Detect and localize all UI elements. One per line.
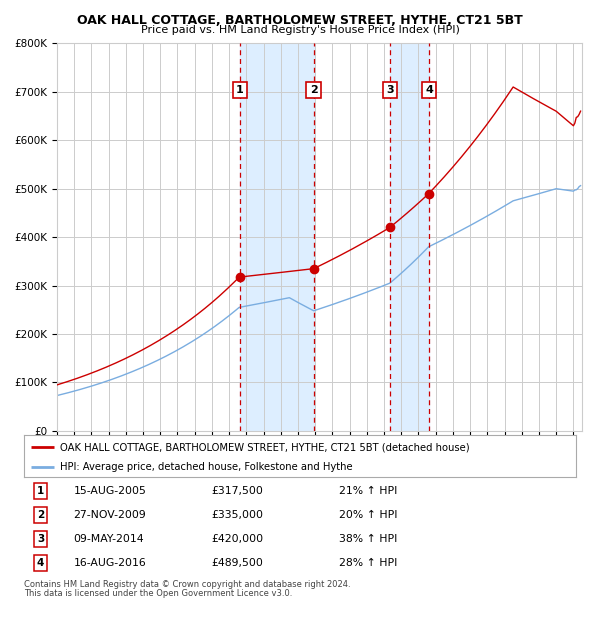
- Text: £335,000: £335,000: [212, 510, 263, 520]
- Text: 21% ↑ HPI: 21% ↑ HPI: [338, 486, 397, 496]
- Text: HPI: Average price, detached house, Folkestone and Hythe: HPI: Average price, detached house, Folk…: [60, 462, 353, 472]
- Text: Contains HM Land Registry data © Crown copyright and database right 2024.: Contains HM Land Registry data © Crown c…: [24, 580, 350, 589]
- Text: £489,500: £489,500: [212, 559, 263, 569]
- Text: 27-NOV-2009: 27-NOV-2009: [74, 510, 146, 520]
- Text: 38% ↑ HPI: 38% ↑ HPI: [338, 534, 397, 544]
- Text: 3: 3: [386, 85, 394, 95]
- Text: 2: 2: [37, 510, 44, 520]
- Text: OAK HALL COTTAGE, BARTHOLOMEW STREET, HYTHE, CT21 5BT: OAK HALL COTTAGE, BARTHOLOMEW STREET, HY…: [77, 14, 523, 27]
- Text: Price paid vs. HM Land Registry's House Price Index (HPI): Price paid vs. HM Land Registry's House …: [140, 25, 460, 35]
- Text: 20% ↑ HPI: 20% ↑ HPI: [338, 510, 397, 520]
- Text: 28% ↑ HPI: 28% ↑ HPI: [338, 559, 397, 569]
- Bar: [390, 43, 429, 431]
- Text: 16-AUG-2016: 16-AUG-2016: [74, 559, 146, 569]
- Text: 4: 4: [37, 559, 44, 569]
- Text: 09-MAY-2014: 09-MAY-2014: [74, 534, 145, 544]
- Text: OAK HALL COTTAGE, BARTHOLOMEW STREET, HYTHE, CT21 5BT (detached house): OAK HALL COTTAGE, BARTHOLOMEW STREET, HY…: [60, 442, 470, 452]
- Text: 2: 2: [310, 85, 317, 95]
- Text: This data is licensed under the Open Government Licence v3.0.: This data is licensed under the Open Gov…: [24, 589, 292, 598]
- Text: 15-AUG-2005: 15-AUG-2005: [74, 486, 146, 496]
- Text: 4: 4: [425, 85, 433, 95]
- Text: 1: 1: [37, 486, 44, 496]
- Text: 3: 3: [37, 534, 44, 544]
- Text: 1: 1: [236, 85, 244, 95]
- Text: £420,000: £420,000: [212, 534, 264, 544]
- Text: £317,500: £317,500: [212, 486, 263, 496]
- Bar: [240, 43, 314, 431]
